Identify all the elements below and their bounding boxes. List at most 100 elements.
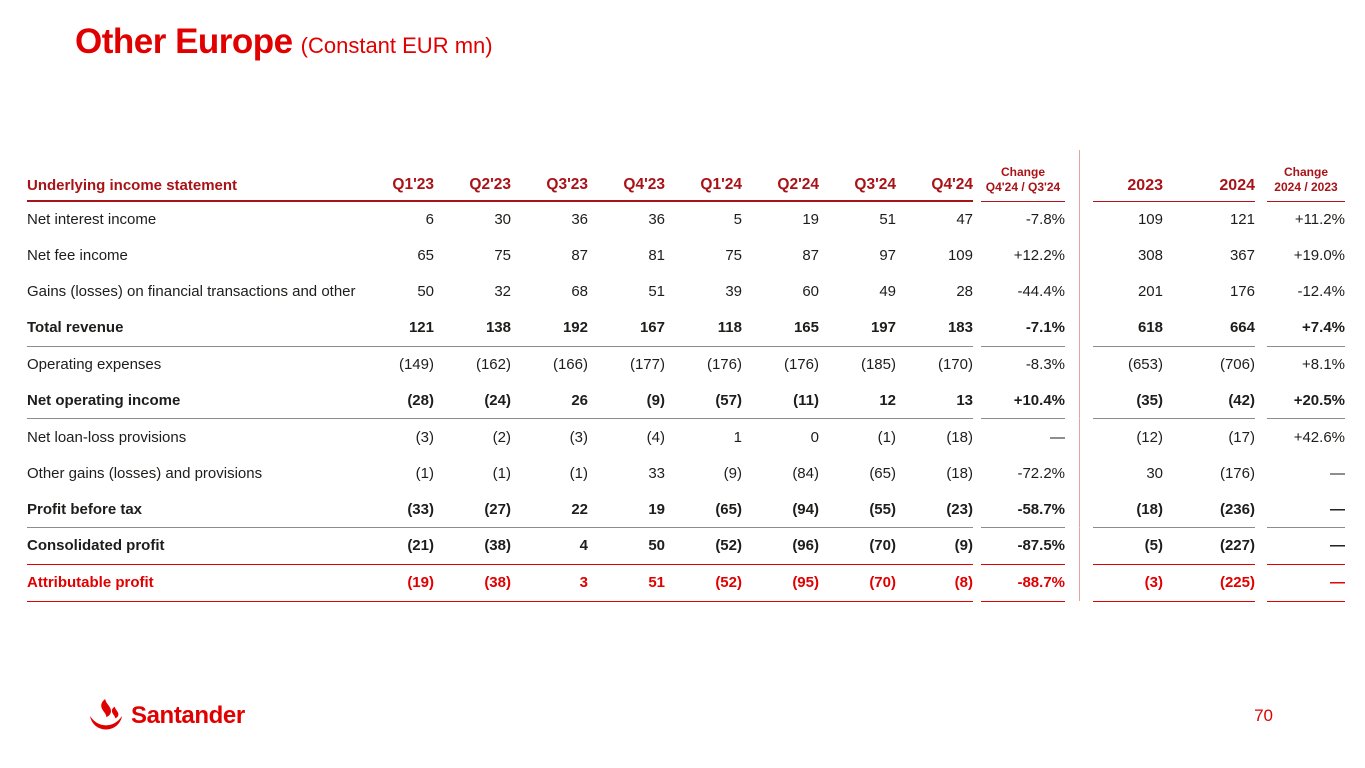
change-quarter-cell: -58.7% <box>981 491 1065 529</box>
value-cell-quarter-7: (185) <box>860 356 896 373</box>
change-quarter-cell: -8.3% <box>1025 356 1065 373</box>
value-cell-quarter-6: 0 <box>810 428 819 446</box>
value-cell-quarter-5: 39 <box>725 283 742 301</box>
value-cell-quarter-1: (3) <box>415 428 434 446</box>
value-cell-quarter-4: 51 <box>648 283 665 301</box>
vertical-divider <box>1065 491 1093 528</box>
row-gap <box>1255 491 1267 527</box>
row-label: Consolidated profit <box>27 527 357 565</box>
row-label: Net operating income <box>27 382 357 420</box>
column-header-change-quarter: Change Q4'24 / Q3'24 <box>981 150 1065 202</box>
row-gap <box>973 238 981 274</box>
value-cell-quarter-3: 192 <box>511 309 588 347</box>
value-cell-year-1: 109 <box>1137 211 1163 229</box>
change-year-cell: — <box>1267 491 1345 529</box>
change-year-cell: -12.4% <box>1297 283 1345 301</box>
value-cell-quarter-1: (1) <box>415 464 434 482</box>
table-row: Consolidated profit (21) (38) 4 50 (52) (96) (7… <box>27 527 1345 565</box>
value-cell-quarter-8: 28 <box>956 283 973 301</box>
value-cell-year-2: (42) <box>1163 382 1255 420</box>
header-gap <box>973 150 981 201</box>
value-cell-year-2: (17) <box>1228 428 1255 446</box>
value-cell-quarter-6: 87 <box>802 247 819 265</box>
vertical-divider <box>1065 150 1093 201</box>
change-quarter-cell: -87.5% <box>981 527 1065 565</box>
value-cell-quarter-6: (84) <box>792 464 819 482</box>
santander-flame-icon <box>89 699 123 730</box>
value-cell-year-2: 121 <box>1229 211 1255 229</box>
row-label: Other gains (losses) and provisions <box>27 464 263 482</box>
table-row: Gains (losses) on financial transactions… <box>27 273 1345 310</box>
change-period: Q4'24 / Q3'24 <box>985 179 1061 194</box>
table-row: Profit before tax (33) (27) 22 19 (65) (94) (55… <box>27 491 1345 529</box>
row-label: Attributable profit <box>27 564 357 602</box>
row-gap <box>1255 201 1267 238</box>
value-cell-quarter-5: 5 <box>733 211 742 229</box>
page-title: Other Europe <box>75 22 293 61</box>
value-cell-quarter-7: (1) <box>877 428 896 446</box>
row-label: Net fee income <box>27 247 128 265</box>
value-cell-quarter-3: (1) <box>569 464 588 482</box>
vertical-divider <box>1065 455 1093 492</box>
value-cell-year-1: (3) <box>1093 564 1163 602</box>
value-cell-quarter-5: (52) <box>665 564 742 602</box>
column-header-quarter-2: Q2'23 <box>434 150 511 202</box>
row-label: Net loan-loss provisions <box>27 428 187 446</box>
value-cell-quarter-3: 87 <box>571 247 588 265</box>
table-row: Net operating income (28) (24) 26 (9) (57) (11… <box>27 382 1345 420</box>
value-cell-quarter-1: (19) <box>357 564 434 602</box>
value-cell-quarter-6: (96) <box>742 527 819 565</box>
value-cell-quarter-7: 49 <box>879 283 896 301</box>
value-cell-year-1: 308 <box>1137 247 1163 265</box>
value-cell-quarter-1: (28) <box>357 382 434 420</box>
row-gap <box>1255 564 1267 601</box>
row-gap <box>973 310 981 346</box>
value-cell-quarter-2: (2) <box>492 428 511 446</box>
value-cell-quarter-4: (4) <box>646 428 665 446</box>
change-quarter-cell: — <box>1050 428 1065 446</box>
value-cell-quarter-1: 50 <box>417 283 434 301</box>
row-gap <box>973 346 981 382</box>
column-header-change-year: Change 2024 / 2023 <box>1267 150 1345 202</box>
value-cell-quarter-8: (18) <box>946 464 973 482</box>
value-cell-quarter-4: 51 <box>588 564 665 602</box>
value-cell-quarter-5: 118 <box>665 309 742 347</box>
change-year-cell: +11.2% <box>1294 211 1345 229</box>
value-cell-quarter-1: 6 <box>425 211 434 229</box>
value-cell-quarter-6: 165 <box>742 309 819 347</box>
vertical-divider <box>1065 564 1093 602</box>
value-cell-quarter-2: (162) <box>475 356 511 373</box>
row-gap <box>973 491 981 527</box>
row-gap <box>1255 346 1267 382</box>
vertical-divider <box>1065 273 1093 310</box>
santander-logo: Santander <box>88 699 245 730</box>
header-row: Underlying income statement Q1'23 Q2'23 Q3'… <box>27 150 1345 202</box>
value-cell-quarter-3: 26 <box>511 382 588 420</box>
table-row: Net fee income 65 75 87 81 75 87 97 109 +12.2% 308… <box>27 237 1345 274</box>
value-cell-year-1: 30 <box>1146 464 1163 482</box>
change-quarter-cell: +12.2% <box>1013 247 1065 265</box>
value-cell-quarter-5: (176) <box>706 356 742 373</box>
value-cell-year-2: (236) <box>1163 491 1255 529</box>
value-cell-year-1: (18) <box>1093 491 1163 529</box>
value-cell-year-1: (5) <box>1093 527 1163 565</box>
row-gap <box>973 382 981 418</box>
row-gap <box>973 201 981 238</box>
value-cell-quarter-5: 1 <box>733 428 742 446</box>
change-label: Change <box>1283 164 1328 179</box>
value-cell-quarter-4: 36 <box>648 211 665 229</box>
row-label: Profit before tax <box>27 491 357 529</box>
value-cell-quarter-8: (9) <box>896 527 973 565</box>
underlying-income-statement: Underlying income statement Q1'23 Q2'23 Q3'… <box>27 150 1345 602</box>
value-cell-quarter-3: (166) <box>552 356 588 373</box>
change-quarter-cell: -72.2% <box>1017 464 1065 482</box>
value-cell-quarter-2: 32 <box>494 283 511 301</box>
value-cell-quarter-3: 3 <box>511 564 588 602</box>
value-cell-quarter-7: 12 <box>819 382 896 420</box>
value-cell-year-1: (12) <box>1136 428 1163 446</box>
vertical-divider <box>1065 527 1093 565</box>
row-gap <box>1255 528 1267 565</box>
value-cell-quarter-7: (70) <box>819 564 896 602</box>
value-cell-quarter-2: (24) <box>434 382 511 420</box>
